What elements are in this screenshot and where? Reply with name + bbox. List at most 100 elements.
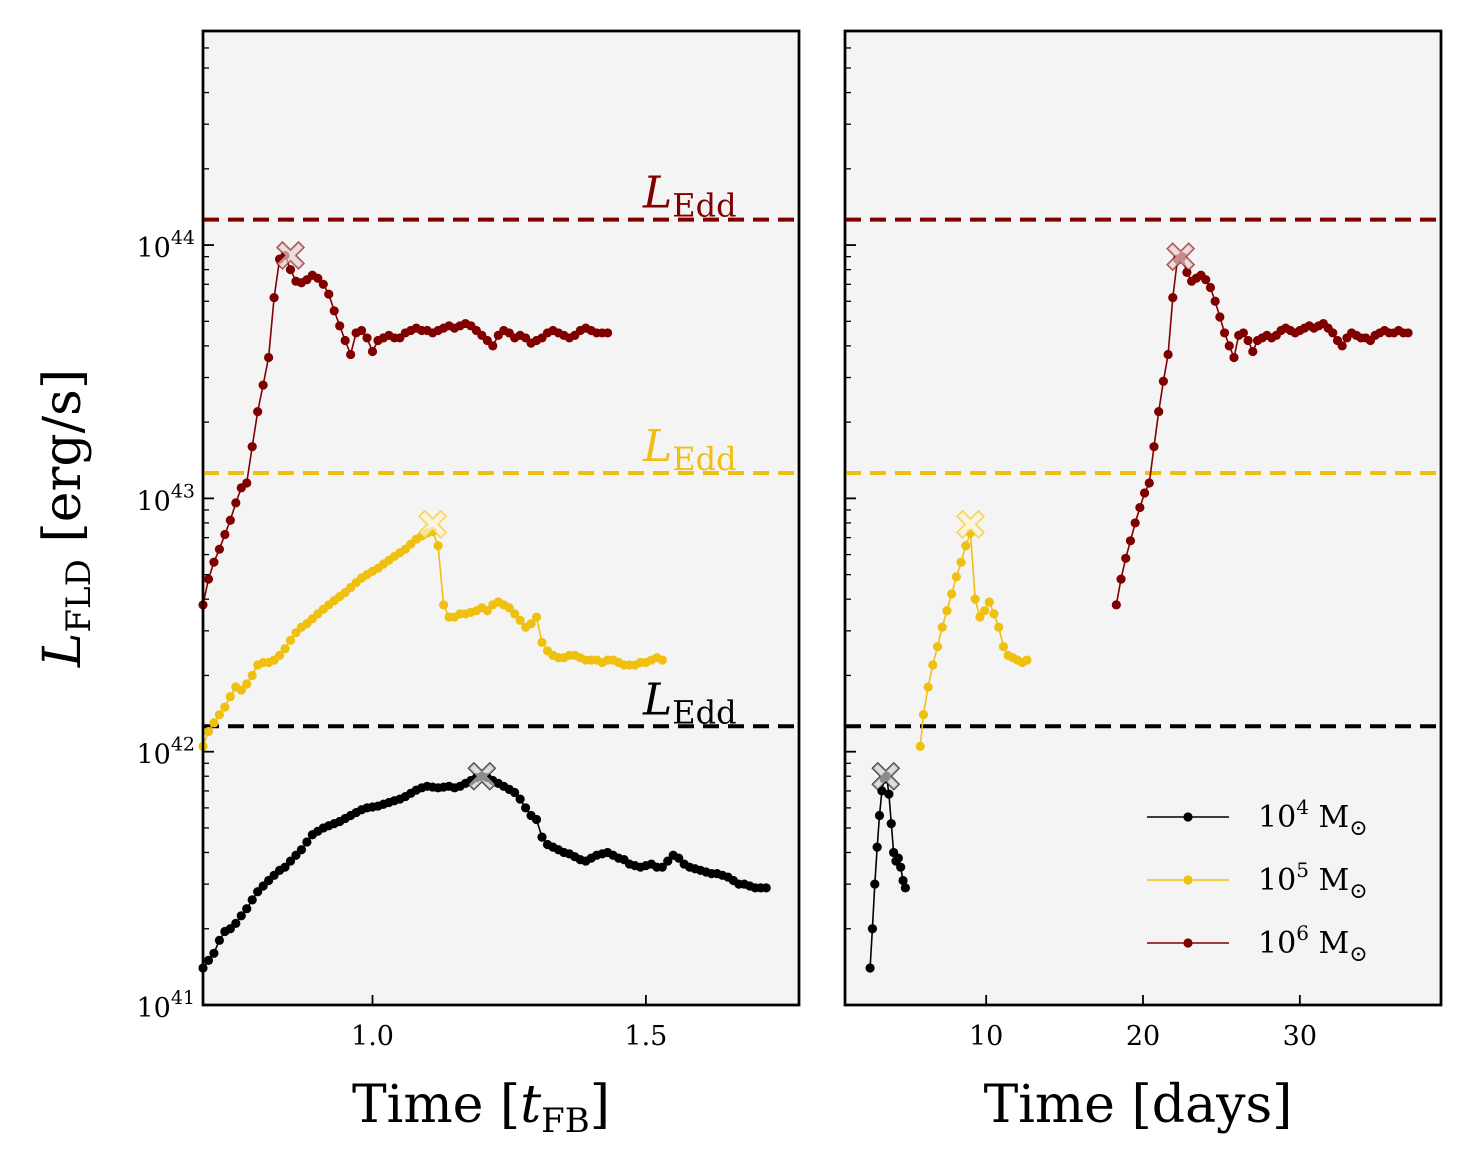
data-point	[209, 718, 219, 728]
data-point	[247, 670, 257, 681]
data-point	[1243, 335, 1253, 346]
data-point	[285, 635, 296, 646]
data-point	[242, 478, 252, 488]
data-point	[979, 606, 990, 616]
data-point	[1337, 341, 1347, 351]
data-point	[1219, 328, 1230, 338]
data-point	[663, 856, 673, 866]
data-point	[865, 963, 875, 973]
data-point	[994, 622, 1004, 632]
data-point	[537, 637, 547, 648]
data-point	[928, 660, 938, 670]
data-point	[1403, 328, 1413, 338]
data-point	[918, 710, 929, 720]
data-point	[214, 544, 225, 554]
data-point	[258, 380, 268, 390]
eddington-label: LEdd	[642, 168, 737, 225]
data-point	[526, 619, 536, 629]
legend-item-1e4: 104 M⊙	[1147, 795, 1368, 841]
data-point	[956, 557, 966, 567]
data-point	[515, 615, 525, 625]
legend-marker	[1183, 938, 1193, 948]
right-x-axis-title: Time [days]	[984, 1075, 1293, 1135]
legend-label: 105 M⊙	[1258, 858, 1368, 904]
data-point	[488, 341, 498, 351]
data-point	[214, 710, 225, 720]
right-panel: 10 20 30 104 M⊙ 105 M⊙ 106 M⊙	[843, 29, 1443, 1052]
data-point	[1168, 293, 1178, 303]
series-1e4	[198, 771, 771, 973]
data-point	[242, 679, 252, 689]
data-point	[1111, 600, 1121, 610]
data-point	[937, 622, 947, 632]
y-tick-label: 1043	[136, 480, 195, 517]
data-point	[1224, 341, 1234, 351]
data-point	[203, 955, 214, 965]
data-point	[329, 306, 339, 316]
data-point	[886, 819, 896, 829]
data-point	[356, 325, 367, 336]
data-point	[313, 273, 323, 283]
x-tick-label: 1.0	[351, 1021, 394, 1052]
series-1e5	[915, 528, 1032, 751]
data-point	[896, 862, 906, 872]
data-point	[220, 529, 230, 540]
peak-marker-1e4	[467, 761, 497, 791]
data-point	[898, 875, 908, 886]
peak-marker-1e6	[276, 241, 305, 270]
data-point	[214, 935, 225, 945]
legend-marker	[1183, 875, 1193, 885]
data-point	[1229, 352, 1239, 363]
legend-label: 104 M⊙	[1258, 795, 1368, 841]
data-point	[1130, 518, 1140, 528]
data-point	[1139, 488, 1150, 498]
data-point	[269, 293, 279, 303]
data-point	[884, 789, 894, 799]
data-point	[220, 702, 230, 712]
data-point	[1163, 349, 1173, 360]
data-point	[870, 879, 880, 889]
data-point	[367, 346, 378, 357]
left-axes-background	[201, 29, 801, 1007]
data-point	[1121, 553, 1131, 563]
data-point	[225, 515, 235, 525]
data-point	[867, 924, 878, 934]
data-point	[324, 289, 334, 299]
left-panel: 1.0 1.5 1041 1042 1043 1044 LEdd LEdd LEdd	[136, 29, 801, 1052]
data-point	[970, 594, 980, 604]
data-point	[318, 279, 328, 289]
data-point	[510, 609, 520, 619]
data-point	[280, 644, 290, 654]
right-axes-background	[843, 29, 1443, 1007]
series-1e5	[198, 526, 667, 751]
data-point	[874, 810, 885, 821]
data-point	[209, 557, 219, 567]
data-point	[531, 814, 542, 825]
data-point	[335, 321, 345, 331]
data-point	[1125, 536, 1136, 546]
data-point	[1210, 296, 1220, 306]
data-point	[872, 842, 882, 852]
left-x-axis-title-text: Time [	[352, 1075, 520, 1135]
data-point	[893, 853, 903, 863]
data-point	[657, 655, 667, 665]
legend-item-1e6: 106 M⊙	[1147, 921, 1368, 967]
data-point	[236, 685, 246, 695]
data-point	[242, 904, 252, 914]
peak-marker-1e6	[1166, 242, 1196, 272]
data-point	[1158, 376, 1168, 386]
x-tick-label: 20	[1126, 1021, 1160, 1052]
data-point	[537, 832, 547, 842]
legend-marker	[1183, 812, 1193, 822]
peak-marker-1e5	[418, 509, 448, 539]
peak-marker-1e4	[871, 761, 901, 791]
left-x-axis-title: Time [tFB]	[352, 1075, 610, 1141]
data-point	[515, 794, 525, 804]
y-tick-label: 1044	[136, 227, 195, 264]
data-point	[900, 883, 910, 893]
data-point	[984, 597, 994, 607]
x-tick-label: 10	[969, 1021, 1003, 1052]
y-tick-label: 1042	[136, 734, 195, 771]
data-point	[340, 335, 350, 346]
data-point	[247, 442, 257, 452]
